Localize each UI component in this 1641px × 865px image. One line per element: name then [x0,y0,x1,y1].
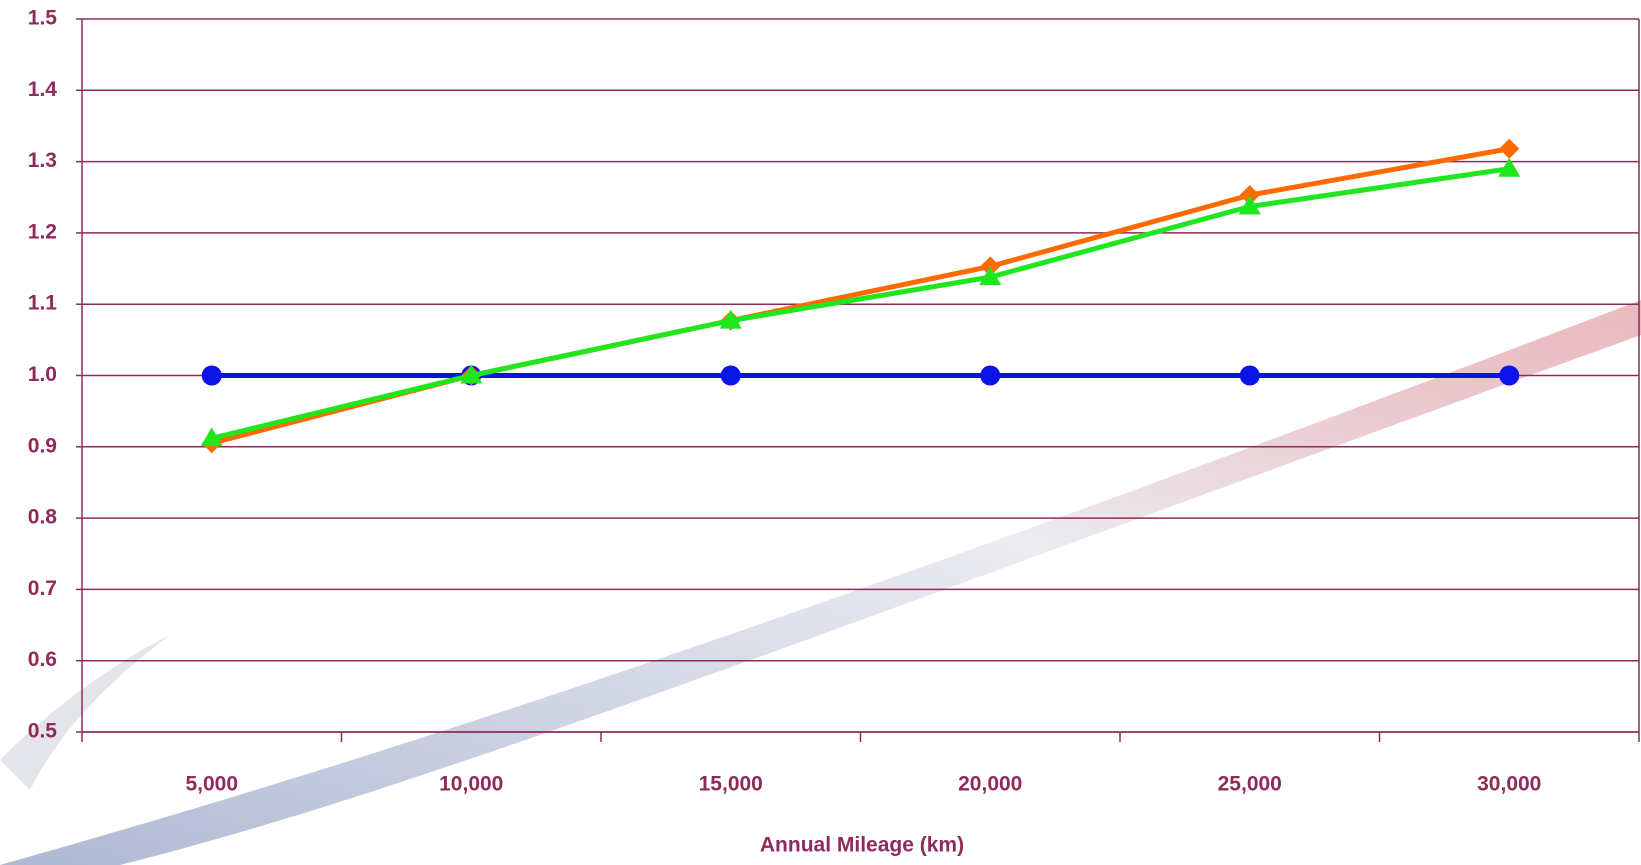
y-tick-label: 0.6 [28,648,57,671]
y-tick-label: 0.7 [28,577,57,600]
y-tick-label: 1.5 [28,7,58,30]
marker [1498,157,1521,177]
marker [460,364,483,384]
marker [1499,138,1520,159]
x-tick-label: 15,000 [699,773,763,796]
background-swoosh [0,635,170,790]
marker [719,309,742,329]
x-tick-label: 25,000 [1218,773,1282,796]
y-tick-label: 1.3 [28,149,57,172]
series-line [211,166,1510,441]
marker [1239,365,1260,386]
y-tick-label: 0.8 [28,506,58,529]
marker [1238,195,1261,215]
marker [201,365,222,386]
x-tick-label: 30,000 [1477,773,1541,796]
marker [720,365,741,386]
y-tick-label: 1.2 [28,220,57,243]
marker [1499,365,1520,386]
x-tick-label: 5,000 [185,773,238,796]
y-tick-label: 0.5 [28,720,58,743]
marker [200,427,223,447]
marker [1239,185,1260,206]
y-tick-label: 1.1 [28,292,58,315]
background-swoosh [0,300,1641,865]
marker [979,266,1002,286]
y-tick-label: 1.0 [28,363,57,386]
x-axis-title: Annual Mileage (km) [760,834,964,857]
y-tick-label: 1.4 [28,78,58,101]
series-line [211,146,1510,446]
x-tick-label: 20,000 [958,773,1022,796]
y-tick-label: 0.9 [28,434,57,457]
marker [980,365,1001,386]
x-tick-label: 10,000 [439,773,503,796]
